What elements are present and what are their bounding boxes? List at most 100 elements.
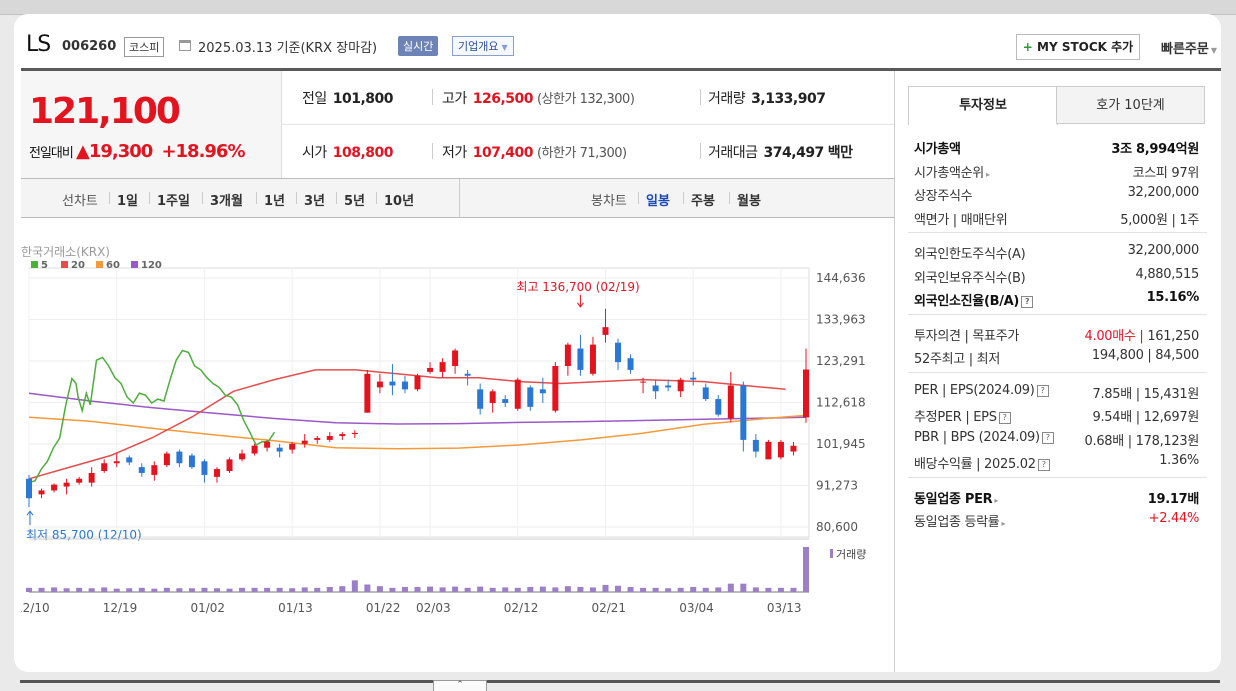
prev-close-value: 101,800 xyxy=(332,91,394,107)
candle-body xyxy=(489,391,496,403)
divider xyxy=(256,192,257,204)
candle-body xyxy=(615,342,622,363)
line-chart-label: 선차트 xyxy=(62,194,98,209)
y-tick-label: 112,618 xyxy=(816,396,866,410)
info-value: 5,000원 | 1주 xyxy=(1120,212,1199,228)
period-1y[interactable]: 1년 xyxy=(264,194,286,209)
candle-body xyxy=(188,455,195,468)
volume-bar xyxy=(151,588,158,592)
chevron-down-icon: ▼ xyxy=(1210,46,1217,55)
candle-chart-label: 봉차트 xyxy=(591,194,627,209)
period-1d[interactable]: 1일 xyxy=(117,194,139,209)
volume-value: 3,133,907 xyxy=(751,91,826,107)
info-label: 외국인한도주식수(A) xyxy=(914,247,1026,262)
volume-bar xyxy=(138,587,145,592)
candle-body xyxy=(414,375,421,390)
volume-bar xyxy=(113,588,120,592)
volume-bar xyxy=(176,588,183,592)
period-3y[interactable]: 3년 xyxy=(304,194,326,209)
help-icon[interactable]: ? xyxy=(1041,431,1054,444)
volume-bar xyxy=(264,587,271,592)
candle-body xyxy=(539,389,546,394)
quick-order-dropdown[interactable]: 빠른주문 ▼ xyxy=(1161,38,1217,57)
volume-bar xyxy=(38,587,45,592)
info-row[interactable]: 동일업종 PER ▸ 19.17배 xyxy=(908,484,1207,508)
candle-body xyxy=(63,482,70,487)
candle-body xyxy=(765,441,772,460)
low-arrow-icon xyxy=(26,510,34,526)
browser-top-strip xyxy=(0,0,1236,15)
volume-bar xyxy=(314,587,321,592)
help-icon[interactable]: ? xyxy=(1037,459,1050,471)
info-value: 4,880,515 xyxy=(1135,266,1200,282)
company-overview-dropdown[interactable]: 기업개요 ▼ xyxy=(452,36,514,56)
info-value: 0.68배 | 178,123원 xyxy=(1084,433,1200,449)
company-name: LS xyxy=(26,32,51,57)
volume-bar xyxy=(665,588,672,592)
bottom-divider xyxy=(20,680,1220,683)
volume-legend-swatch xyxy=(830,549,833,558)
period-daily[interactable]: 일봉 xyxy=(646,194,670,209)
period-3m[interactable]: 3개월 xyxy=(210,194,243,209)
period-10y[interactable]: 10년 xyxy=(384,194,415,209)
tab-investment-info[interactable]: 투자정보 xyxy=(908,86,1058,125)
period-weekly[interactable]: 주봉 xyxy=(691,194,715,209)
info-label: 동일업종 PER ▸ xyxy=(914,491,999,507)
info-label: 외국인보유주식수(B) xyxy=(914,270,1026,286)
period-1w[interactable]: 1주일 xyxy=(157,194,190,209)
arrow-right-icon: ▸ xyxy=(994,495,999,505)
info-row: 외국인보유주식수(B) 4,880,515 xyxy=(908,263,1207,287)
divider xyxy=(202,192,203,204)
my-stock-add-button[interactable]: + MY STOCK 추가 xyxy=(1016,34,1140,60)
collapse-handle[interactable]: ⌃ xyxy=(433,680,487,691)
quick-order-label: 빠른주문 xyxy=(1161,42,1209,57)
volume-legend-label: 거래량 xyxy=(836,548,866,561)
stock-header: LS 006260 코스피 2025.03.13 기준(KRX 장마감) 실시간… xyxy=(14,14,1221,68)
realtime-button[interactable]: 실시간 xyxy=(398,36,439,56)
info-value: +2.44% xyxy=(1148,511,1200,526)
header-divider xyxy=(21,68,1221,71)
x-tick-label: 01/13 xyxy=(278,601,313,615)
volume-bar xyxy=(589,587,596,592)
candle-body xyxy=(502,399,509,403)
help-icon[interactable]: ? xyxy=(998,412,1011,424)
chevron-up-icon: ⌃ xyxy=(456,680,464,690)
y-tick-label: 144,636 xyxy=(816,271,866,285)
candle-body xyxy=(76,478,83,483)
info-row: PBR | BPS (2024.09)? 0.68배 | 178,123원 xyxy=(908,426,1207,450)
info-label: 동일업종 등락률 ▸ xyxy=(914,515,1006,530)
chevron-down-icon: ▼ xyxy=(501,43,508,52)
stats-row-2: 시가 108,800 저가 107,400 (하한가 71,300) 거래대금 374… xyxy=(282,125,894,178)
info-row[interactable]: 시가총액순위 ▸ 코스피 97위 xyxy=(908,158,1207,182)
tab-orderbook[interactable]: 호가 10단계 xyxy=(1056,86,1205,124)
x-tick-label: 01/22 xyxy=(366,601,401,615)
x-tick-label: 02/21 xyxy=(591,601,626,615)
high-label: 고가 xyxy=(442,91,467,107)
info-value: 15.16% xyxy=(1146,290,1200,305)
ma20-line xyxy=(28,369,786,480)
info-group: 외국인한도주식수(A) 32,200,000 외국인보유주식수(B) 4,880,51… xyxy=(908,233,1207,315)
divider xyxy=(432,89,433,105)
y-tick-label: 80,600 xyxy=(816,520,858,534)
info-label: 배당수익률 | 2025.02? xyxy=(914,453,1050,472)
volume-bar xyxy=(239,587,246,592)
candle-body xyxy=(401,381,408,390)
candle-body xyxy=(665,385,672,388)
candle-body xyxy=(602,327,609,335)
volume-bar xyxy=(489,587,496,592)
volume-bar xyxy=(213,588,220,592)
info-row: 배당수익률 | 2025.02? 1.36% xyxy=(908,449,1207,473)
help-icon[interactable]: ? xyxy=(1036,384,1049,397)
x-tick-label: 02/03 xyxy=(416,601,451,615)
info-row: 52주최고 | 최저 194,800 | 84,500 xyxy=(908,344,1207,368)
info-row[interactable]: 동일업종 등락률 ▸ +2.44% xyxy=(908,507,1207,531)
period-monthly[interactable]: 월봉 xyxy=(737,194,761,209)
help-icon[interactable]: ? xyxy=(1021,296,1034,308)
panel-divider xyxy=(894,71,895,672)
trade-value-amount: 374,497 xyxy=(763,145,825,161)
x-tick-label: 12/19 xyxy=(103,601,138,615)
candle-body xyxy=(439,362,446,372)
candle-body xyxy=(477,389,484,409)
period-5y[interactable]: 5년 xyxy=(344,194,366,209)
candle-body xyxy=(552,366,559,411)
